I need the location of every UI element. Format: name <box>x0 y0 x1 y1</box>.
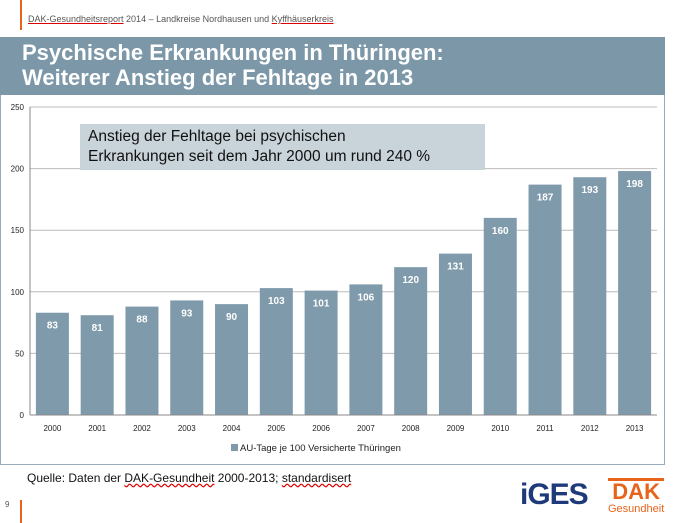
data-label: 88 <box>136 315 148 326</box>
bar <box>483 217 517 415</box>
x-tick-label: 2007 <box>357 424 375 433</box>
data-label: 93 <box>181 308 193 319</box>
x-tick-label: 2000 <box>43 424 61 433</box>
bar <box>528 184 562 415</box>
legend-label: AU-Tage je 100 Versicherte Thüringen <box>240 443 401 454</box>
bar <box>304 290 338 415</box>
source-brand: DAK-Gesundheit <box>124 471 215 485</box>
page-title: Psychische Erkrankungen in Thüringen: Wei… <box>0 37 665 95</box>
source-note: Quelle: Daten der DAK-Gesundheit 2000-20… <box>27 471 351 485</box>
bar <box>170 300 204 415</box>
accent-line-bottom <box>20 500 22 523</box>
x-tick-label: 2012 <box>581 424 599 433</box>
bar <box>35 312 69 415</box>
x-tick-label: 2008 <box>402 424 420 433</box>
data-label: 198 <box>626 179 643 190</box>
source-prefix: Quelle: Daten der <box>27 471 125 485</box>
x-tick-label: 2011 <box>536 424 554 433</box>
x-tick-label: 2002 <box>133 424 151 433</box>
data-label: 131 <box>447 262 464 273</box>
x-tick-label: 2003 <box>178 424 196 433</box>
bar <box>80 315 114 415</box>
y-tick-label: 50 <box>15 349 24 358</box>
y-tick-label: 250 <box>11 103 25 112</box>
header-region: 2014 – Landkreise Nordhausen und <box>123 14 272 24</box>
data-label: 83 <box>47 321 59 332</box>
x-tick-label: 2010 <box>491 424 509 433</box>
page-number: 9 <box>5 500 10 509</box>
bar <box>394 267 428 415</box>
callout-line1: Anstieg der Fehltage bei psychischen <box>88 128 346 145</box>
x-tick-label: 2006 <box>312 424 330 433</box>
title-line1: Psychische Erkrankungen in Thüringen: <box>22 40 444 65</box>
title-line2: Weiterer Anstieg der Fehltage in 2013 <box>22 65 414 90</box>
bar <box>618 171 652 415</box>
callout: Anstieg der Fehltage bei psychischen Erkr… <box>80 124 485 170</box>
bar <box>259 288 293 415</box>
accent-line-top <box>20 0 22 30</box>
bar <box>349 284 383 415</box>
source-years: 2000-2013; <box>214 471 282 485</box>
data-label: 90 <box>226 312 238 323</box>
x-tick-label: 2001 <box>88 424 106 433</box>
x-tick-label: 2013 <box>626 424 644 433</box>
x-tick-label: 2009 <box>447 424 465 433</box>
y-tick-label: 200 <box>11 165 25 174</box>
chart-frame <box>0 95 665 465</box>
bar <box>215 304 249 415</box>
callout-line2: Erkrankungen seit dem Jahr 2000 um rund … <box>88 148 431 165</box>
iges-logo: iGES <box>520 478 589 511</box>
header-report: DAK-Gesundheitsreport <box>28 14 124 24</box>
bar <box>125 306 159 415</box>
source-standardized: standardisert <box>281 471 352 485</box>
data-label: 103 <box>268 296 285 307</box>
y-tick-label: 100 <box>11 288 25 297</box>
legend-swatch <box>231 444 238 451</box>
data-label: 106 <box>358 292 375 303</box>
data-label: 120 <box>402 275 419 286</box>
x-tick-label: 2004 <box>223 424 241 433</box>
y-tick-label: 150 <box>11 226 25 235</box>
data-label: 187 <box>537 193 554 204</box>
data-label: 81 <box>92 323 104 334</box>
bar <box>438 253 472 415</box>
dak-logo: DAK Gesundheit <box>608 478 665 515</box>
data-label: 193 <box>581 185 598 196</box>
data-label: 101 <box>313 299 330 310</box>
x-tick-label: 2005 <box>267 424 285 433</box>
header: DAK-Gesundheitsreport 2014 – Landkreise … <box>28 14 334 24</box>
data-label: 160 <box>492 226 509 237</box>
header-district: Kyffhäuserkreis <box>271 14 334 24</box>
bar <box>573 177 607 415</box>
y-tick-label: 0 <box>20 411 25 420</box>
